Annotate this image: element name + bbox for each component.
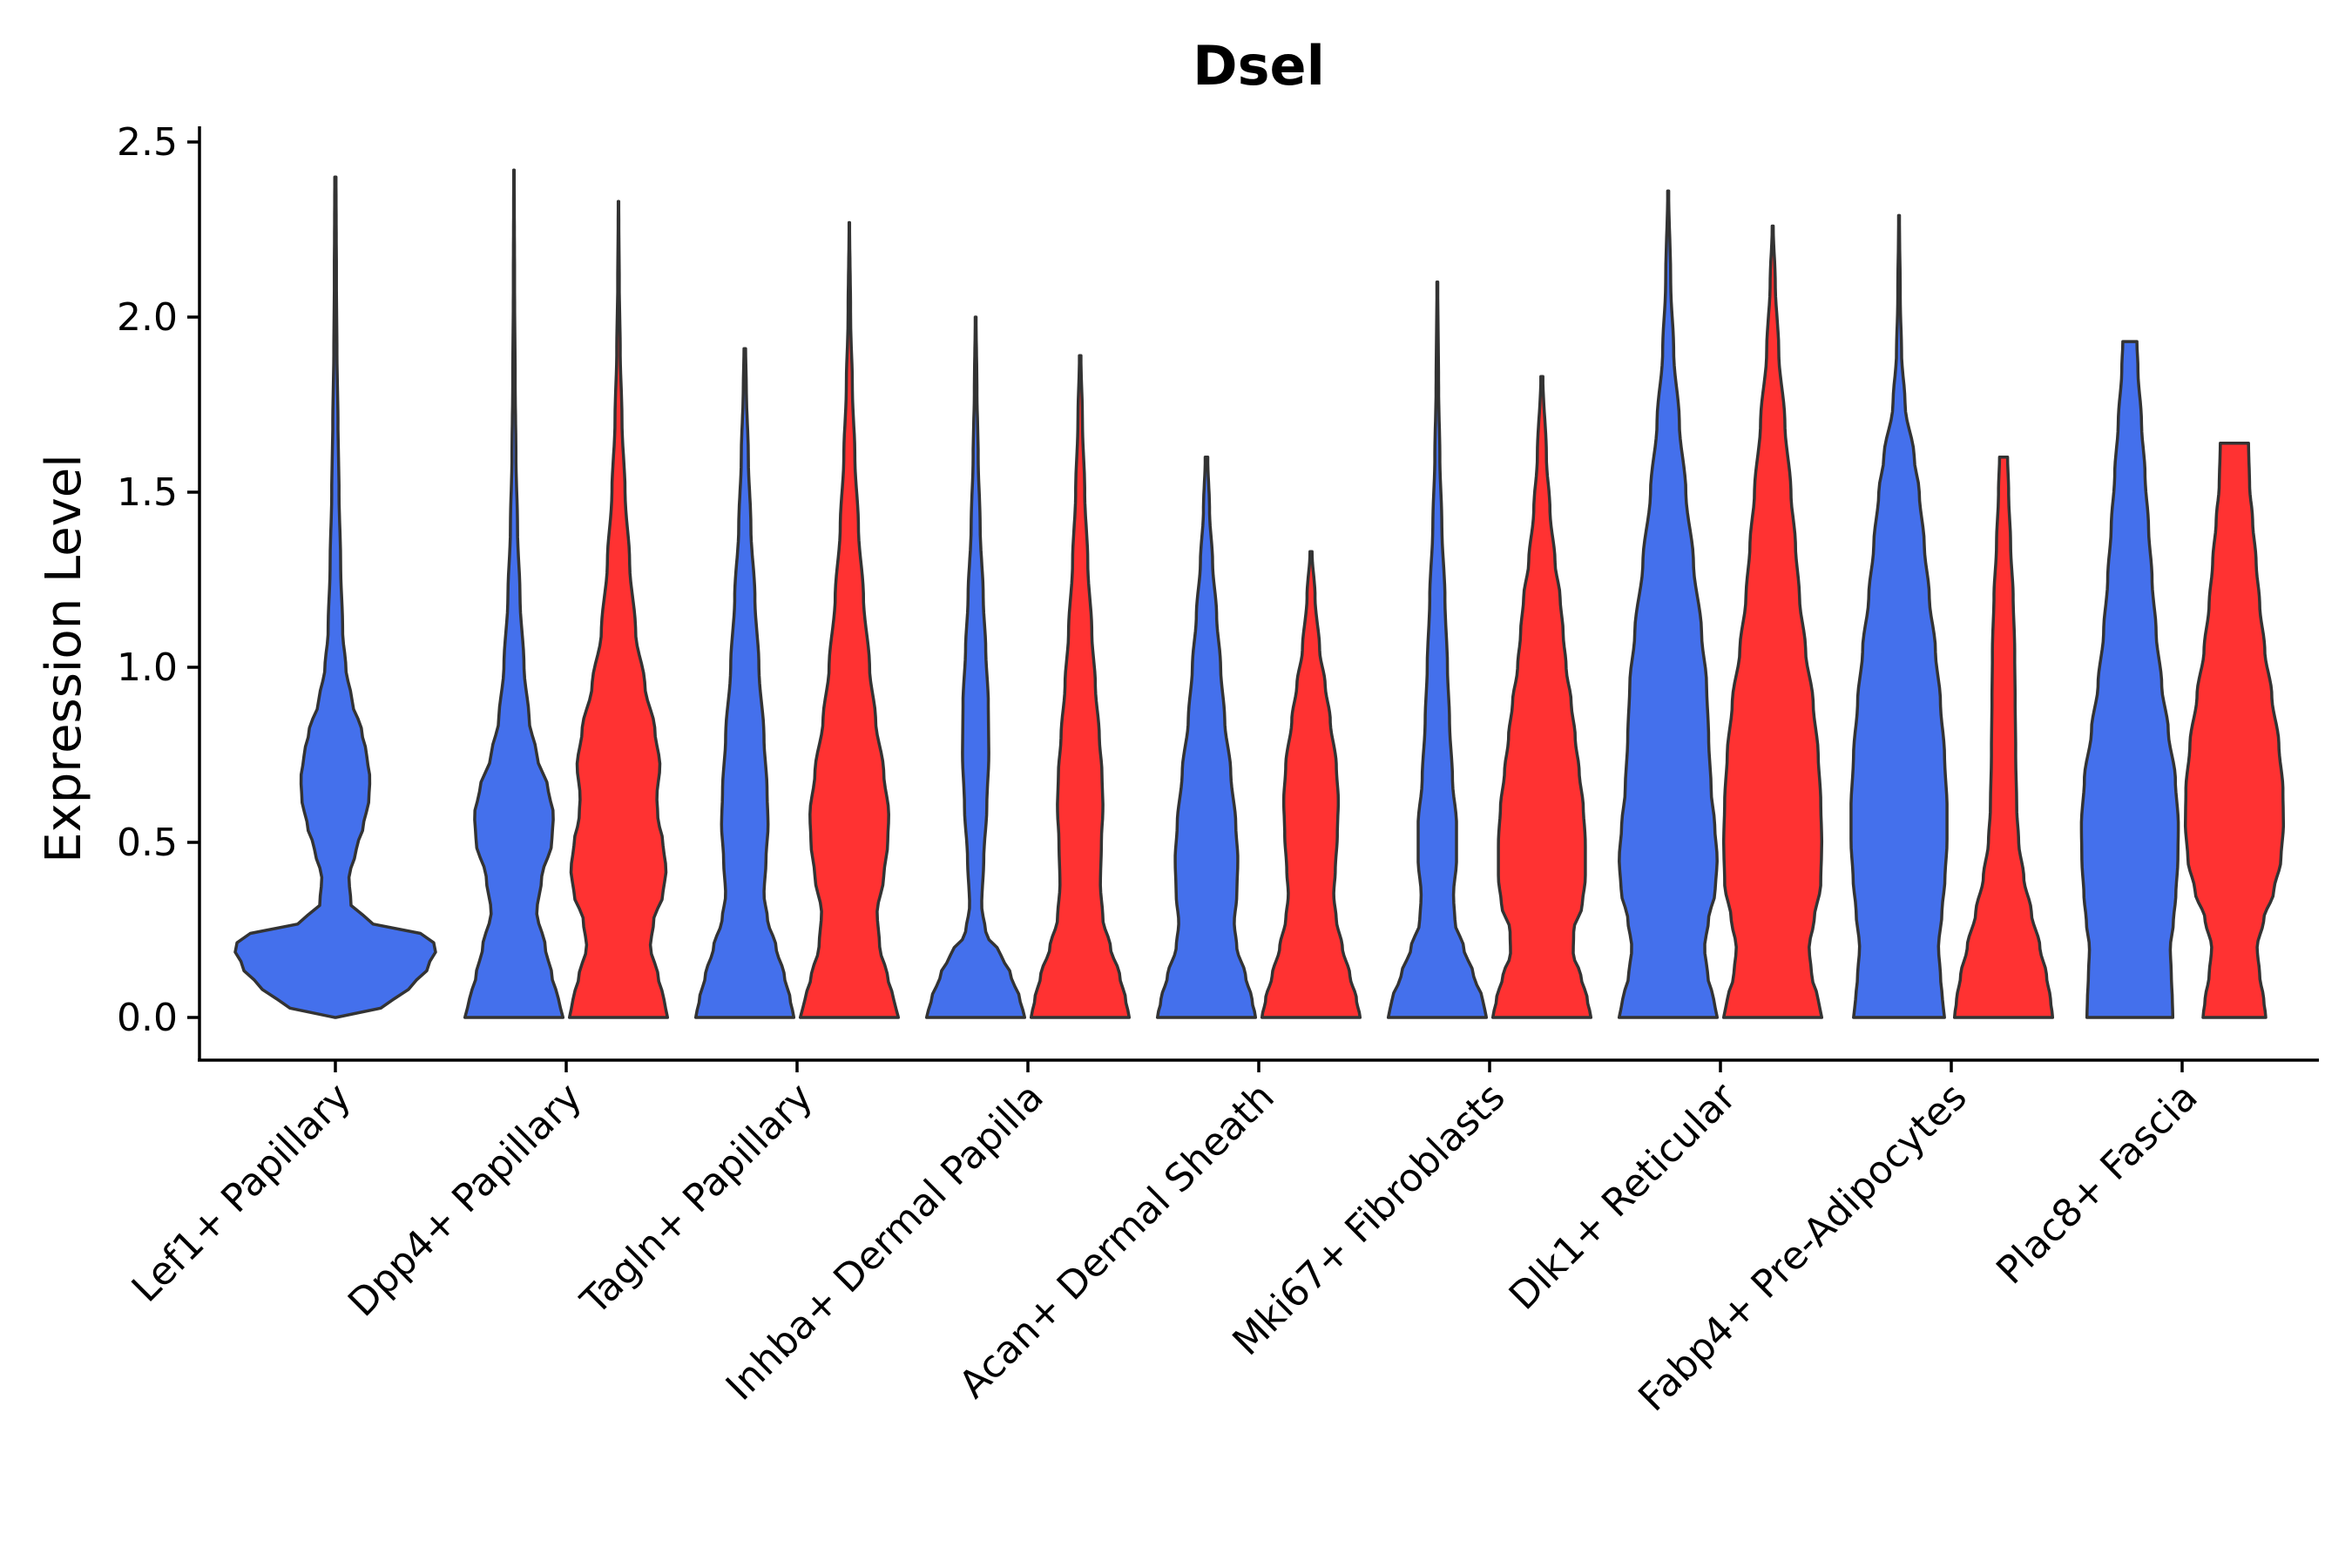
- chart-title: Dsel: [1193, 34, 1325, 98]
- violin-blue-5: [1386, 280, 1489, 1019]
- violin-red-3: [1029, 354, 1132, 1019]
- y-tick-label: 1.5: [117, 470, 178, 515]
- violin-red-2: [798, 220, 901, 1019]
- y-tick-label: 1.0: [117, 645, 178, 690]
- violin-blue-0: [233, 175, 437, 1019]
- violin-blue-7: [1849, 213, 1949, 1019]
- violin-blue-8: [2079, 340, 2180, 1019]
- y-tick-label: 2.5: [117, 120, 178, 165]
- violins-group: [233, 168, 2286, 1019]
- violin-blue-6: [1617, 189, 1720, 1019]
- x-tick-label: Dpp4+ Papillary: [340, 1075, 591, 1326]
- violin-red-6: [1721, 224, 1824, 1019]
- y-tick-label: 0.5: [117, 821, 178, 865]
- x-tick-label: Lef1+ Papillary: [124, 1075, 360, 1311]
- violin-blue-4: [1155, 456, 1258, 1019]
- x-tick-label: Plac8+ Fascia: [1988, 1075, 2207, 1294]
- y-axis: 0.0 0.5 1.0 1.5 2.0 2.5: [117, 120, 201, 1060]
- violin-red-5: [1490, 375, 1593, 1019]
- y-tick-label: 2.0: [117, 295, 178, 340]
- violin-blue-1: [463, 168, 565, 1019]
- violin-blue-3: [924, 315, 1027, 1019]
- violin-red-7: [1952, 456, 2055, 1019]
- x-tick-label: Dlk1+ Reticular: [1501, 1074, 1746, 1319]
- violin-red-4: [1260, 550, 1362, 1019]
- x-tick-label: Tagln+ Papillary: [572, 1075, 821, 1324]
- violin-red-8: [2183, 441, 2286, 1019]
- violin-red-1: [567, 199, 670, 1019]
- y-tick-label: 0.0: [117, 996, 178, 1040]
- violin-blue-2: [693, 347, 796, 1019]
- y-axis-label: Expression Level: [36, 454, 92, 863]
